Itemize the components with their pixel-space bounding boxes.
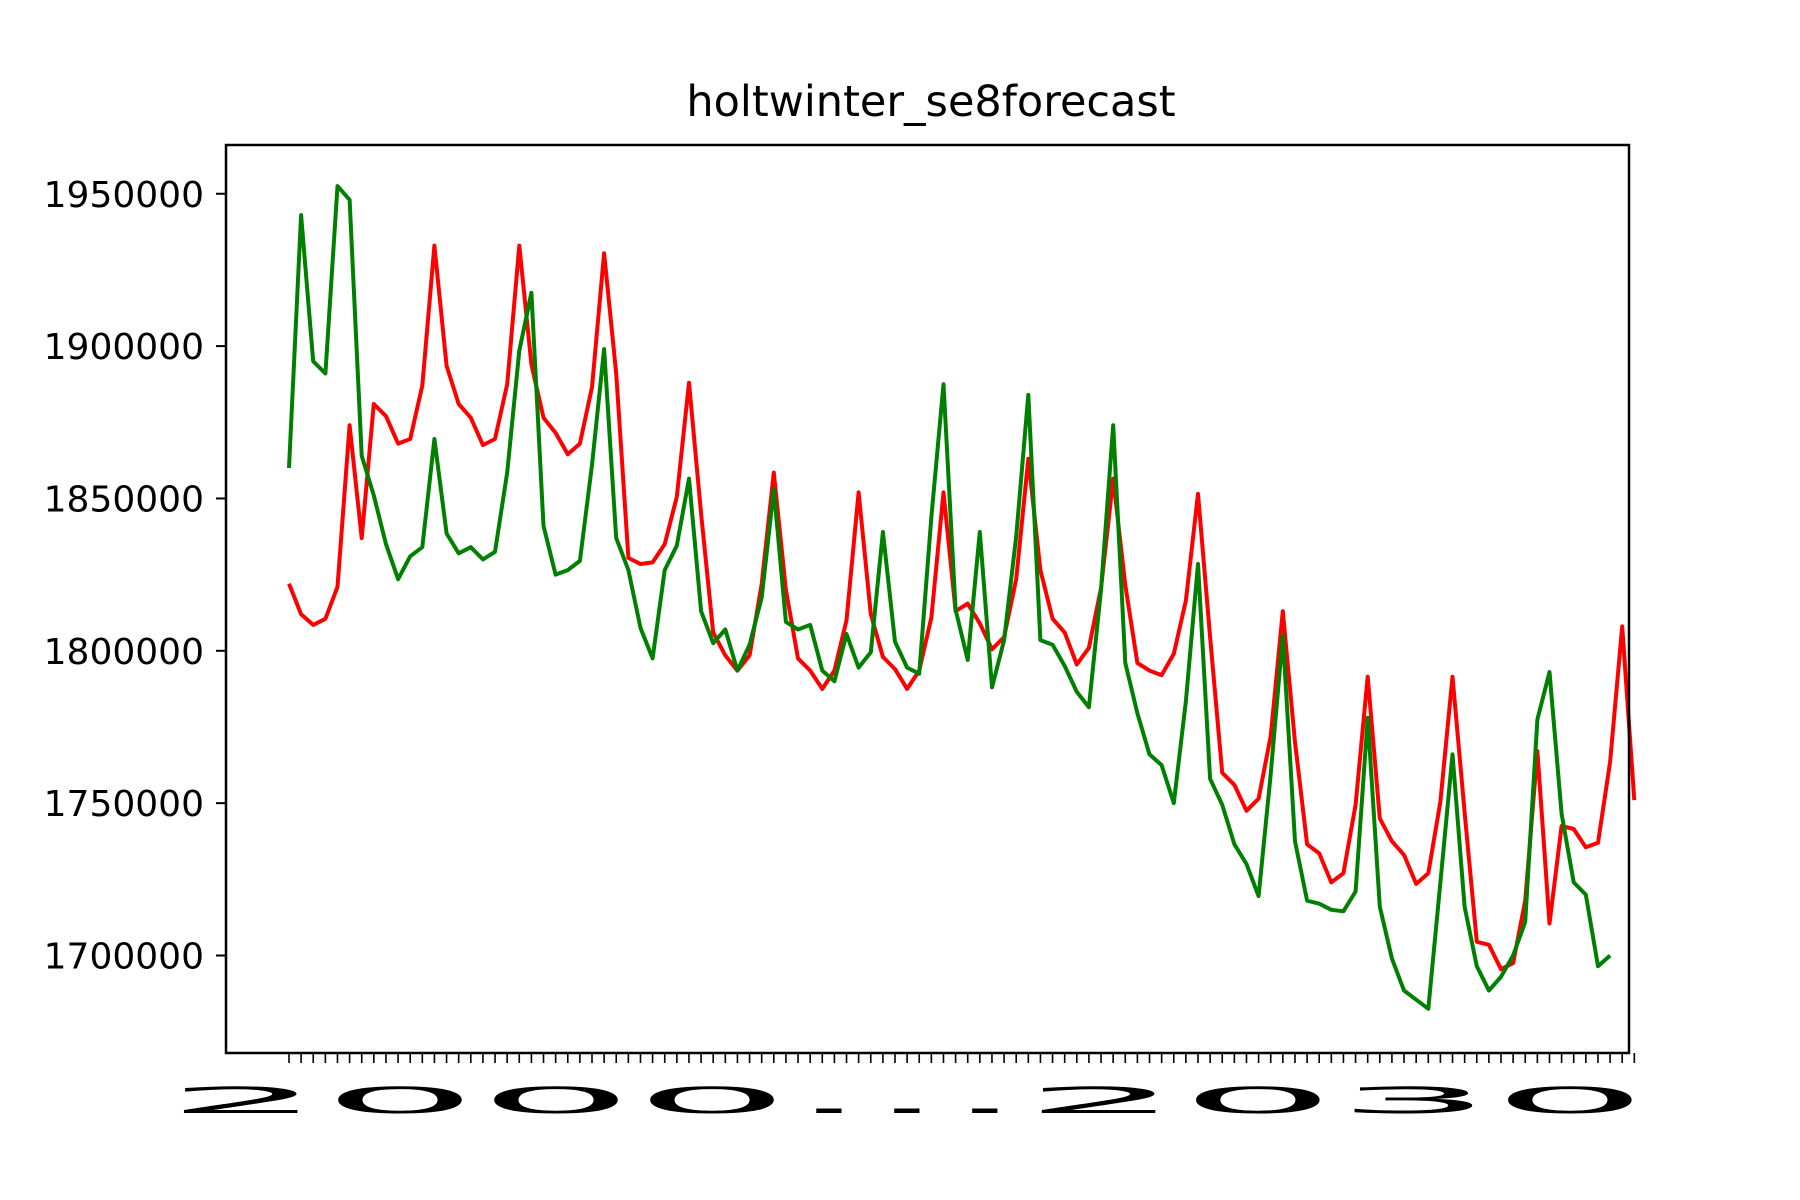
y-tick-label: 1750000 (44, 784, 204, 825)
y-axis-ticks: 1700000 1750000 1800000 1850000 1900000 19500… (44, 175, 226, 977)
y-tick-label: 1800000 (44, 632, 204, 673)
series-line-2 (287, 184, 1612, 1011)
series-layer (287, 184, 1637, 1011)
x-tick-labels-overlapping: 2000...2030 (166, 1081, 1648, 1122)
chart-title: holtwinter_se8forecast (686, 77, 1175, 127)
y-tick-label: 1900000 (44, 327, 204, 368)
x-axis-ticks (288, 1053, 1636, 1063)
y-tick-label: 1850000 (44, 479, 204, 520)
plot-frame (224, 143, 1631, 1055)
series-line-1 (287, 243, 1637, 972)
y-tick-label: 1950000 (44, 175, 204, 216)
y-tick-label: 1700000 (44, 936, 204, 977)
